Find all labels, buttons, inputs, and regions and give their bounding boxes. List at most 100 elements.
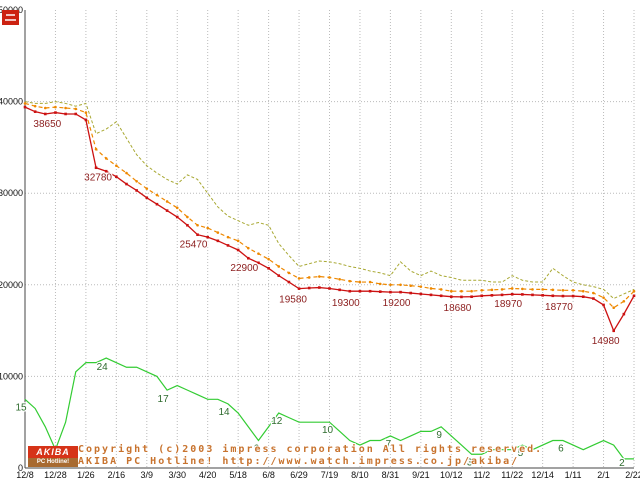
marker-lowest-price	[155, 202, 159, 206]
marker-average-price	[490, 288, 494, 292]
x-axis-label: 1/11	[565, 470, 582, 480]
marker-lowest-price	[318, 286, 321, 289]
marker-lowest-price	[64, 112, 67, 116]
marker-average-price	[632, 289, 636, 293]
x-axis-label: 4/20	[199, 470, 217, 480]
marker-average-price	[175, 206, 179, 210]
marker-lowest-price	[196, 233, 199, 236]
marker-lowest-price	[125, 182, 128, 186]
marker-lowest-price	[358, 289, 362, 293]
price-label: 25470	[180, 240, 208, 251]
marker-average-price	[267, 257, 270, 261]
marker-average-price	[236, 239, 240, 243]
marker-lowest-price	[135, 189, 138, 192]
price-label: 19200	[383, 298, 411, 309]
marker-average-price	[297, 277, 301, 280]
marker-lowest-price	[206, 235, 209, 239]
marker-average-price	[23, 102, 27, 105]
marker-average-price	[115, 164, 118, 168]
marker-average-price	[307, 276, 311, 279]
y-axis-label: 20000	[0, 280, 23, 290]
price-label: 19300	[332, 298, 360, 309]
marker-average-price	[328, 276, 331, 279]
shop-count-label: 2	[619, 458, 625, 469]
marker-lowest-price	[84, 118, 88, 122]
marker-lowest-price	[165, 209, 169, 212]
marker-lowest-price	[216, 239, 220, 243]
marker-lowest-price	[450, 295, 453, 299]
x-axis-label: 2/16	[108, 470, 126, 480]
shop-count-label: 10	[322, 425, 334, 436]
x-axis-label: 9/21	[412, 470, 430, 480]
marker-lowest-price	[94, 166, 98, 170]
marker-lowest-price	[602, 303, 605, 307]
marker-lowest-price	[23, 105, 27, 109]
marker-average-price	[521, 287, 524, 291]
y-axis-label: 10000	[0, 371, 23, 381]
x-axis-label: 3/30	[168, 470, 186, 480]
price-label: 14980	[592, 336, 620, 347]
marker-average-price	[257, 252, 260, 255]
marker-lowest-price	[592, 297, 595, 300]
marker-average-price	[287, 271, 291, 275]
x-axis-label: 12/8	[16, 470, 34, 480]
marker-average-price	[460, 289, 463, 293]
x-axis-label: 11/22	[501, 470, 523, 480]
marker-lowest-price	[44, 112, 47, 116]
marker-average-price	[480, 288, 484, 292]
marker-lowest-price	[226, 244, 230, 247]
copyright-line1: Copyright (c)2003 impress corporation Al…	[78, 444, 544, 455]
shop-count-label: 5	[518, 448, 524, 459]
marker-lowest-price	[510, 292, 514, 296]
marker-lowest-price	[561, 294, 565, 298]
shop-count-label: 7	[386, 439, 392, 450]
marker-average-price	[44, 106, 47, 110]
marker-lowest-price	[622, 312, 626, 316]
shop-count-label: 6	[254, 444, 260, 455]
marker-average-price	[186, 215, 189, 219]
marker-lowest-price	[368, 289, 372, 293]
marker-average-price	[145, 187, 149, 190]
marker-average-price	[439, 288, 443, 291]
marker-average-price	[378, 282, 382, 286]
marker-average-price	[531, 288, 534, 291]
price-label: 18970	[494, 299, 522, 310]
marker-average-price	[622, 299, 626, 303]
marker-average-price	[429, 287, 433, 290]
marker-lowest-price	[551, 294, 555, 298]
marker-average-price	[33, 104, 37, 108]
copyright-line2: AKIBA PC Hotline! http://www.watch.impre…	[78, 456, 520, 467]
marker-average-price	[551, 288, 555, 292]
marker-lowest-price	[439, 294, 443, 298]
price-label: 38650	[33, 119, 61, 130]
marker-average-price	[561, 288, 565, 292]
marker-average-price	[581, 289, 585, 293]
x-axis-label: 1/26	[77, 470, 95, 480]
marker-lowest-price	[470, 295, 473, 299]
marker-average-price	[409, 284, 413, 288]
marker-average-price	[74, 107, 78, 111]
marker-average-price	[541, 288, 544, 291]
marker-average-price	[602, 296, 605, 299]
marker-lowest-price	[389, 290, 392, 294]
shop-count-label: 14	[218, 407, 230, 418]
marker-average-price	[155, 193, 159, 197]
y-axis-label: 30000	[0, 188, 23, 198]
marker-average-price	[277, 265, 281, 268]
shop-count-label: 17	[158, 394, 170, 405]
marker-average-price	[206, 226, 209, 230]
marker-average-price	[500, 288, 504, 291]
marker-average-price	[419, 285, 423, 288]
marker-average-price	[226, 235, 230, 239]
marker-average-price	[135, 179, 138, 183]
y-axis-label: 40000	[0, 97, 23, 107]
price-label: 18770	[545, 302, 573, 313]
x-axis-label: 6/29	[290, 470, 308, 480]
marker-lowest-price	[581, 295, 585, 299]
y-axis-label: 0	[18, 463, 23, 473]
marker-lowest-price	[104, 169, 108, 173]
price-label: 22900	[230, 263, 258, 274]
shop-count-label: 12	[271, 416, 283, 427]
marker-lowest-price	[378, 290, 382, 293]
